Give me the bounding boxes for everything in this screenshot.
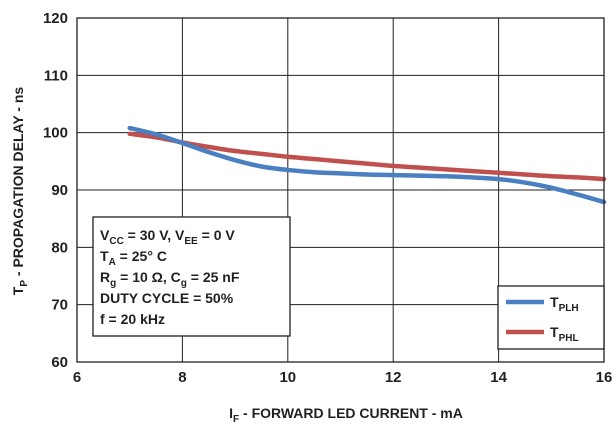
legend-label-tphl: TPHL xyxy=(550,324,579,344)
x-tick-label: 10 xyxy=(279,369,296,386)
test-conditions-box: VCC = 30 V, VEE = 0 VTA = 25° CRg = 10 Ω… xyxy=(92,216,291,337)
legend: TPLH TPHL xyxy=(497,285,605,350)
y-tick-label: 90 xyxy=(51,182,68,199)
x-axis-title-main: I xyxy=(229,405,233,421)
x-tick-label: 8 xyxy=(178,369,186,386)
x-tick-label: 12 xyxy=(385,369,402,386)
y-axis-title-rest: - PROPAGATION DELAY - ns xyxy=(10,87,26,280)
series-line-tphl xyxy=(127,131,607,182)
x-axis-title-rest: - FORWARD LED CURRENT - mA xyxy=(239,405,463,421)
y-tick-label: 80 xyxy=(51,239,68,256)
series-line-tplh xyxy=(127,125,607,205)
y-tick-labels: 60 70 80 90 100 110 120 xyxy=(43,10,68,371)
x-axis-title: IF - FORWARD LED CURRENT - mA xyxy=(229,405,463,425)
series-lines xyxy=(127,125,607,205)
condition-line: DUTY CYCLE = 50% xyxy=(100,290,234,306)
y-tick-label: 70 xyxy=(51,297,68,314)
condition-line: VCC = 30 V, VEE = 0 V xyxy=(100,227,235,247)
condition-line: Rg = 10 Ω, Cg = 25 nF xyxy=(100,269,240,289)
condition-line: f = 20 kHz xyxy=(100,311,165,327)
x-axis-title-sub: F xyxy=(233,414,239,425)
y-tick-label: 110 xyxy=(44,67,68,84)
x-tick-label: 6 xyxy=(73,369,81,386)
plot-frame xyxy=(76,17,605,363)
y-axis-title: TP - PROPAGATION DELAY - ns xyxy=(10,87,30,296)
x-tick-labels: 6 8 10 12 14 16 xyxy=(73,369,613,386)
y-tick-label: 100 xyxy=(43,125,68,142)
legend-label-tplh: TPLH xyxy=(550,294,579,314)
y-tick-label: 60 xyxy=(51,354,68,371)
x-tick-label: 14 xyxy=(490,369,507,386)
y-axis-title-sub: P xyxy=(19,280,30,287)
y-tick-label: 120 xyxy=(43,10,68,27)
y-axis-title-main: T xyxy=(10,286,26,295)
x-tick-label: 16 xyxy=(596,369,613,386)
condition-line: TA = 25° C xyxy=(100,248,167,268)
